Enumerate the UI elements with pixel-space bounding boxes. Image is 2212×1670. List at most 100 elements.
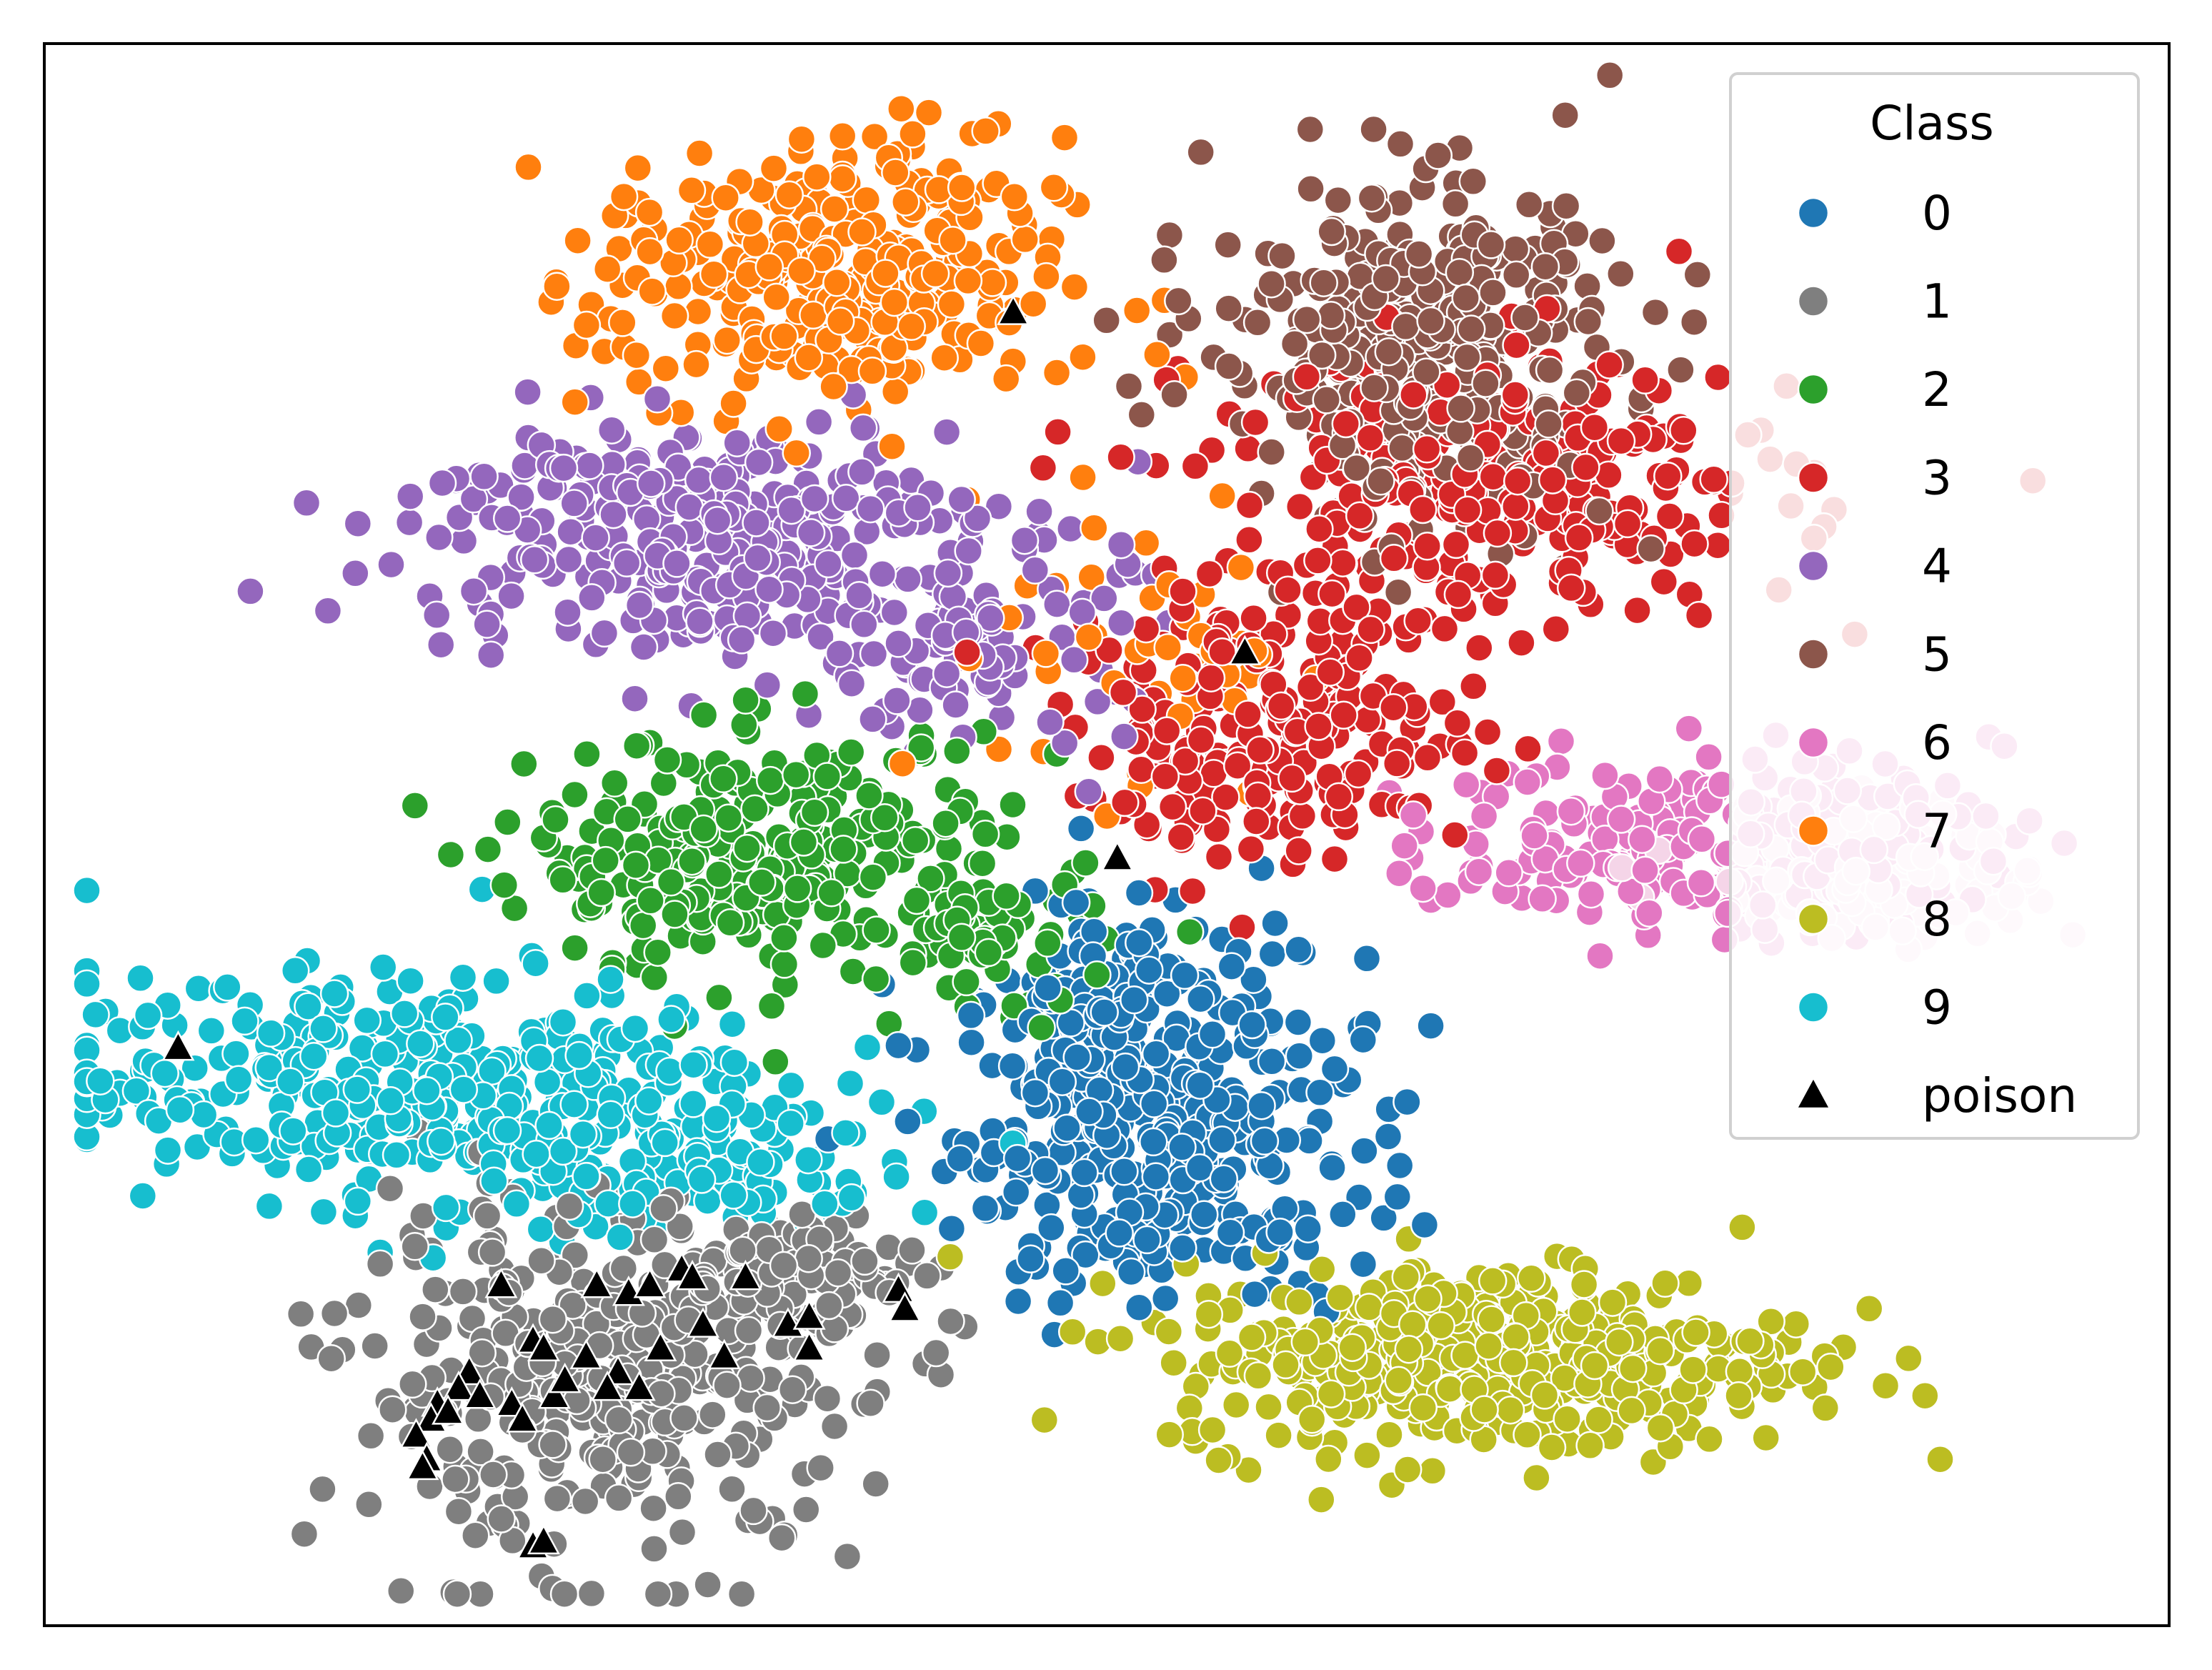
data-point-class-5: [1383, 577, 1413, 607]
data-point-class-2: [599, 768, 629, 798]
data-point-class-3: [1188, 796, 1217, 825]
data-point-class-5: [1679, 307, 1709, 337]
data-point-class-5: [1636, 534, 1665, 564]
data-point-class-4: [589, 618, 619, 648]
data-point-class-7: [719, 389, 748, 418]
data-point-class-1: [466, 1437, 495, 1466]
data-point-class-5: [1514, 190, 1544, 219]
data-point-class-4: [824, 639, 855, 668]
data-point-class-5: [1186, 137, 1215, 167]
data-point-class-1: [441, 1464, 470, 1494]
data-point-class-3: [1500, 380, 1530, 409]
data-point-class-3: [1199, 759, 1228, 788]
data-point-class-3: [1331, 409, 1361, 439]
data-point-class-5: [1534, 409, 1563, 439]
data-point-class-4: [469, 462, 499, 492]
data-point-class-2: [643, 938, 672, 967]
data-point-class-1: [639, 1493, 668, 1523]
data-point-class-2: [755, 765, 785, 795]
data-point-class-0: [1270, 1194, 1300, 1224]
data-point-class-7: [1032, 262, 1061, 292]
data-point-class-5: [1471, 369, 1500, 398]
data-point-class-4: [426, 630, 456, 660]
data-point-class-8: [1894, 1343, 1923, 1373]
data-point-class-4: [837, 669, 867, 698]
data-point-class-1: [472, 1201, 502, 1231]
data-point-class-8: [1695, 1424, 1724, 1454]
data-point-class-1: [442, 1579, 472, 1609]
data-point-class-9: [479, 1166, 509, 1196]
data-point-class-0: [1393, 1087, 1422, 1117]
data-point-class-8: [1580, 1351, 1610, 1381]
data-point-class-0: [1090, 998, 1119, 1027]
data-point-class-6: [1566, 848, 1595, 878]
data-point-class-7: [634, 197, 664, 227]
data-point-class-7: [953, 266, 983, 296]
data-point-class-3: [1502, 330, 1531, 360]
data-point-class-9: [444, 1025, 473, 1055]
data-point-class-0: [1070, 1158, 1099, 1188]
data-point-class-4: [236, 577, 265, 606]
data-point-class-8: [1290, 1327, 1320, 1357]
data-point-class-9: [776, 1108, 805, 1138]
data-point-class-4: [903, 493, 932, 522]
data-point-class-7: [769, 322, 799, 351]
data-point-class-5: [1445, 257, 1475, 287]
data-point-class-1: [639, 1534, 669, 1564]
data-point-class-7: [819, 372, 848, 402]
data-point-class-4: [313, 596, 343, 626]
data-point-class-1: [487, 1504, 516, 1534]
data-point-class-0: [1030, 1155, 1060, 1186]
data-point-class-8: [1513, 1420, 1542, 1450]
data-point-class-5: [1342, 453, 1372, 483]
data-point-class-7: [592, 254, 622, 284]
data-point-class-1: [794, 1243, 823, 1273]
data-point-class-8: [1221, 1390, 1251, 1420]
data-point-class-5: [1280, 329, 1310, 359]
data-point-class-2: [704, 860, 734, 889]
data-point-class-1: [791, 1495, 821, 1524]
data-point-class-4: [743, 543, 772, 573]
data-point-class-1: [448, 1277, 478, 1306]
data-point-class-5: [1391, 312, 1420, 342]
data-point-class-9: [376, 1086, 405, 1115]
data-point-class-1: [767, 1523, 797, 1553]
data-point-class-1: [286, 1299, 316, 1329]
data-point-class-5: [1366, 467, 1395, 496]
data-point-class-0: [1186, 984, 1215, 1014]
legend-entry-3: 3: [1797, 451, 1952, 506]
data-point-class-8: [1243, 1361, 1273, 1391]
data-point-class-8: [1645, 1336, 1675, 1366]
data-point-class-8: [1575, 1431, 1605, 1461]
data-point-class-1: [319, 1298, 349, 1328]
data-point-class-7: [635, 237, 664, 267]
data-point-class-7: [684, 139, 714, 168]
data-point-class-4: [932, 659, 962, 688]
data-point-class-9: [196, 1016, 226, 1045]
data-point-class-3: [1236, 834, 1266, 864]
data-point-class-7: [819, 194, 850, 224]
data-point-class-4: [395, 482, 425, 511]
data-point-class-4: [777, 495, 806, 525]
data-point-class-5: [1242, 308, 1272, 337]
data-point-class-6: [1585, 941, 1615, 970]
data-point-class-2: [689, 814, 718, 844]
data-point-class-3: [1329, 700, 1358, 730]
data-point-class-3: [1473, 717, 1503, 747]
data-point-class-5: [1150, 245, 1179, 275]
data-point-class-0: [1185, 1070, 1215, 1100]
data-point-class-5: [1510, 303, 1540, 332]
data-point-class-9: [352, 1005, 382, 1035]
data-point-class-7: [608, 308, 637, 337]
poison-point: [676, 1259, 709, 1291]
data-point-class-3: [1379, 692, 1408, 722]
data-point-class-4: [947, 484, 976, 515]
legend: Class 0 1 2 3 4 5 6 7 8 9 poison: [1729, 72, 2140, 1140]
data-point-class-3: [1315, 657, 1345, 687]
data-point-class-7: [572, 310, 602, 340]
data-point-class-5: [1160, 380, 1189, 409]
data-point-class-4: [612, 548, 642, 578]
axes-frame: [43, 42, 2171, 1627]
data-point-class-4: [599, 499, 628, 530]
data-point-class-4: [742, 508, 771, 537]
